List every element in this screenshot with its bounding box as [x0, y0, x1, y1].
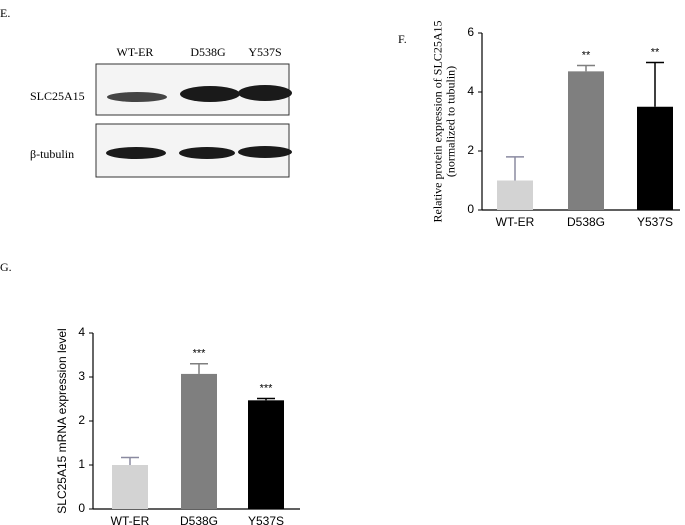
panel-label: F. [398, 32, 407, 46]
panel-label: E. [0, 6, 10, 20]
y-tick-label: 2 [467, 143, 474, 157]
y-tick-label: 3 [78, 369, 85, 383]
y-tick-label: 1 [78, 457, 85, 471]
y-axis-label: (normalized to tubulin) [443, 66, 457, 177]
bar [181, 373, 217, 509]
bar [568, 71, 604, 210]
y-axis-label: Relative protein expression of SLC25A15 [430, 21, 444, 223]
lane-label: D538G [190, 45, 226, 59]
band [107, 92, 167, 102]
y-tick-label: 0 [78, 501, 85, 515]
band [106, 147, 166, 159]
row-label: SLC25A15 [30, 89, 85, 103]
y-tick-label: 2 [78, 413, 85, 427]
row-label: β-tubulin [30, 147, 74, 161]
panel-label: G. [0, 260, 12, 274]
x-tick-label: WT-ER [496, 215, 535, 229]
bar [637, 106, 673, 210]
y-tick-label: 4 [78, 325, 85, 339]
significance: ** [582, 49, 591, 61]
bar [248, 400, 284, 509]
y-axis-label: SLC25A15 mRNA expression level [55, 328, 69, 513]
y-tick-label: 6 [467, 25, 474, 39]
band [238, 85, 292, 101]
x-tick-label: Y537S [637, 215, 673, 229]
significance: ** [651, 46, 660, 58]
band [179, 147, 235, 159]
lane-label: WT-ER [117, 45, 154, 59]
blot [95, 63, 292, 178]
bar [112, 465, 148, 509]
x-tick-label: WT-ER [111, 514, 150, 525]
y-tick-label: 4 [467, 84, 474, 98]
x-tick-label: D538G [567, 215, 605, 229]
lane-label: Y537S [248, 45, 281, 59]
y-tick-label: 0 [467, 202, 474, 216]
x-tick-label: Y537S [248, 514, 284, 525]
significance: *** [193, 348, 207, 360]
x-tick-label: D538G [180, 514, 218, 525]
band [238, 146, 292, 158]
significance: *** [260, 382, 274, 394]
bar [497, 180, 533, 210]
band [180, 86, 240, 102]
